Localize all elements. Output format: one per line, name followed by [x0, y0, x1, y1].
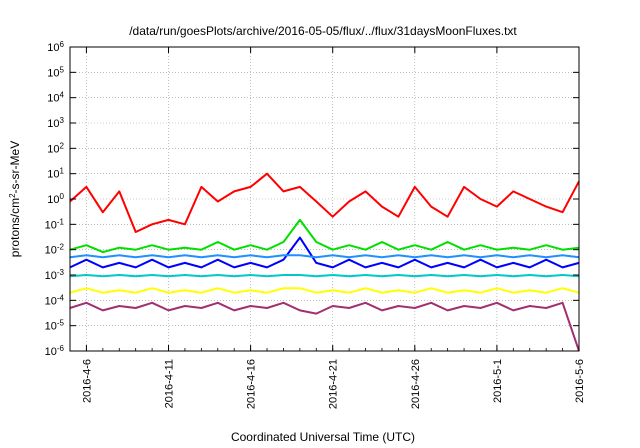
- y-tick-exponent: -5: [57, 318, 65, 327]
- y-tick-label: 10-5: [45, 318, 65, 333]
- y-tick-label: 103: [47, 116, 64, 131]
- x-axis-label: Coordinated Universal Time (UTC): [231, 430, 415, 444]
- y-tick-exponent: 4: [60, 90, 65, 99]
- y-tick-base: 10: [45, 295, 57, 307]
- y-axis-label-prefix: protons/cm: [8, 198, 22, 257]
- y-tick-exponent: -4: [57, 293, 65, 302]
- y-tick-label: 10-4: [45, 293, 65, 308]
- x-tick-label: 2016-4-11: [164, 359, 176, 408]
- y-tick-base: 10: [47, 143, 59, 155]
- series-line-5: [69, 287, 580, 294]
- x-tick-label: 2016-4-26: [410, 359, 422, 409]
- y-tick-label: 106: [47, 40, 64, 55]
- series-line-1: [69, 218, 580, 254]
- y-tick-base: 10: [45, 270, 57, 282]
- y-tick-label: 104: [47, 90, 64, 105]
- y-tick-label: 10-1: [45, 217, 65, 232]
- series-line-2: [69, 236, 580, 269]
- y-tick-label: 105: [47, 65, 64, 80]
- y-tick-base: 10: [45, 219, 57, 231]
- y-tick-label: 100: [47, 192, 64, 207]
- y-tick-exponent: -1: [57, 217, 65, 226]
- y-axis-label: protons/cm2-s-sr-MeV: [8, 141, 23, 257]
- x-tick-label: 2016-5-1: [492, 359, 504, 403]
- series-line-6: [69, 301, 580, 352]
- y-tick-base: 10: [47, 118, 59, 130]
- x-tick-label: 2016-4-6: [81, 359, 93, 403]
- y-tick-exponent: -2: [57, 242, 65, 251]
- y-tick-base: 10: [45, 346, 57, 358]
- y-tick-exponent: -3: [57, 268, 65, 277]
- x-tick-label: 2016-5-6: [574, 359, 586, 403]
- series-line-3: [69, 254, 580, 259]
- x-axis-ticks: 2016-4-6 2016-4-11 2016-4-16 2016-4-21 2016-…: [69, 47, 586, 409]
- y-tick-exponent: -6: [57, 344, 65, 353]
- series-layer: [69, 172, 580, 352]
- y-tick-exponent: 6: [60, 40, 65, 49]
- y-tick-base: 10: [47, 42, 59, 54]
- y-tick-exponent: 0: [60, 192, 65, 201]
- y-tick-base: 10: [47, 93, 59, 105]
- y-tick-exponent: 2: [60, 141, 65, 150]
- y-tick-label: 10-2: [45, 242, 65, 257]
- y-tick-label: 10-6: [45, 344, 65, 359]
- series-line-4: [69, 274, 580, 278]
- y-tick-label: 102: [47, 141, 64, 156]
- y-tick-base: 10: [47, 169, 59, 181]
- x-tick-label: 2016-4-21: [328, 359, 340, 409]
- y-tick-base: 10: [45, 245, 57, 257]
- y-tick-base: 10: [47, 67, 59, 79]
- y-tick-base: 10: [45, 321, 57, 333]
- x-tick-label: 2016-4-16: [246, 359, 258, 409]
- y-tick-label: 10-3: [45, 268, 65, 283]
- y-axis-label-sup: 2: [8, 193, 17, 198]
- chart-title: /data/run/goesPlots/archive/2016-05-05/f…: [129, 24, 517, 38]
- series-line-0: [69, 172, 580, 233]
- y-tick-label: 101: [47, 166, 64, 181]
- y-tick-exponent: 3: [60, 116, 65, 125]
- y-tick-exponent: 1: [60, 166, 65, 175]
- y-tick-exponent: 5: [60, 65, 65, 74]
- y-axis-ticks: 10610510410310210110010-110-210-310-410-…: [45, 40, 579, 359]
- y-axis-label-suffix: -s-sr-MeV: [8, 141, 22, 194]
- y-tick-base: 10: [47, 194, 59, 206]
